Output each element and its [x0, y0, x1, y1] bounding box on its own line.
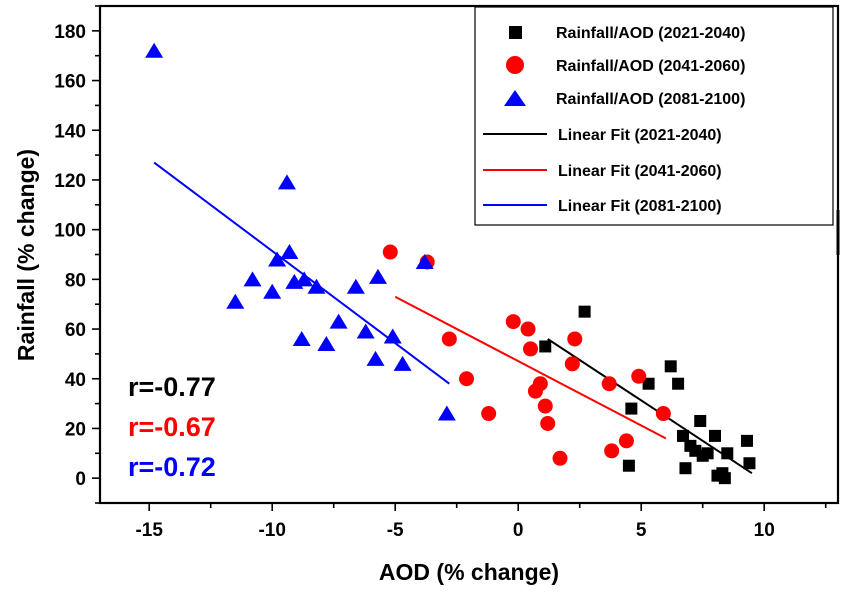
- r-label-2041-2060: r=-0.67: [128, 412, 216, 442]
- data-point-square: [718, 472, 731, 485]
- y-tick-label: 120: [54, 171, 86, 192]
- legend-box: [474, 6, 834, 226]
- data-point-square: [740, 434, 753, 447]
- data-point-circle: [540, 415, 556, 431]
- data-point-circle: [631, 368, 647, 384]
- x-axis-ticks: [148, 503, 827, 511]
- data-point-triangle: [356, 323, 375, 339]
- x-axis-tick-labels: -15 -10 -5 0 5 10: [135, 520, 774, 541]
- data-point-circle: [564, 356, 580, 372]
- data-point-circle: [532, 376, 548, 392]
- data-point-square: [694, 414, 707, 427]
- data-point-square: [539, 340, 552, 353]
- data-point-circle: [604, 443, 620, 459]
- data-point-triangle: [329, 313, 348, 329]
- data-point-circle: [505, 314, 521, 330]
- data-point-triangle: [268, 251, 287, 267]
- data-point-square: [578, 305, 591, 318]
- data-point-circle: [618, 433, 634, 449]
- data-point-circle: [481, 406, 497, 422]
- y-tick-label: 160: [54, 72, 86, 93]
- legend-label-2081-2100: Rainfall/AOD (2081-2100): [556, 91, 745, 108]
- data-point-circle: [441, 331, 457, 347]
- data-point-circle: [537, 398, 553, 414]
- legend-label-fit-2021-2040: Linear Fit (2021-2040): [558, 127, 722, 144]
- data-point-triangle: [307, 278, 326, 294]
- y-tick-label: 80: [65, 270, 86, 291]
- data-point-square: [721, 447, 734, 460]
- y-tick-label: 60: [65, 320, 86, 341]
- data-point-square: [743, 457, 756, 470]
- data-point-triangle: [145, 42, 164, 58]
- x-tick-label: 5: [636, 520, 647, 541]
- data-point-triangle: [226, 293, 245, 309]
- data-point-triangle: [295, 271, 314, 287]
- data-point-square: [664, 360, 677, 373]
- data-point-triangle: [243, 271, 262, 287]
- x-tick-label: 0: [513, 520, 524, 541]
- y-tick-label: 180: [54, 22, 86, 43]
- legend-label-2021-2040: Rainfall/AOD (2021-2040): [556, 25, 745, 42]
- legend-label-fit-2081-2100: Linear Fit (2081-2100): [558, 198, 722, 215]
- data-point-square: [679, 462, 692, 475]
- y-tick-label: 20: [65, 419, 86, 440]
- r-label-2081-2100: r=-0.72: [128, 452, 216, 482]
- y-axis-tick-labels: 0 20 40 60 80 100 120 140 160 180: [54, 22, 86, 490]
- data-point-circle: [459, 371, 475, 387]
- data-point-triangle: [383, 328, 402, 344]
- data-point-triangle: [317, 335, 336, 351]
- fit-lines: [153, 161, 753, 475]
- x-axis-title: AOD (% change): [379, 559, 559, 585]
- data-point-triangle: [368, 268, 387, 284]
- y-tick-label: 0: [75, 469, 86, 490]
- data-point-triangle: [415, 253, 434, 269]
- data-point-circle: [382, 244, 398, 260]
- data-point-triangle: [437, 405, 456, 421]
- legend-marker-2041-2060: [506, 56, 524, 74]
- data-point-square: [709, 429, 721, 442]
- data-point-triangle: [263, 283, 282, 299]
- legend: Rainfall/AOD (2021-2040) Rainfall/AOD (2…: [474, 6, 834, 226]
- data-point-square: [672, 377, 685, 390]
- data-point-square: [622, 459, 635, 472]
- x-tick-label: -10: [258, 520, 285, 541]
- fit-line-2: [153, 161, 450, 385]
- data-point-triangle: [277, 174, 296, 190]
- data-point-triangle: [366, 350, 385, 366]
- y-tick-label: 100: [54, 221, 86, 242]
- data-markers: [145, 42, 756, 485]
- x-tick-label: -15: [135, 520, 163, 541]
- legend-marker-2081-2100: [504, 90, 526, 106]
- data-point-square: [677, 429, 690, 442]
- x-tick-label: 10: [754, 520, 775, 541]
- data-point-square: [625, 402, 638, 415]
- y-axis-ticks: [92, 5, 100, 504]
- legend-label-2041-2060: Rainfall/AOD (2041-2060): [556, 58, 745, 75]
- x-tick-label: -5: [387, 520, 404, 541]
- data-point-circle: [601, 376, 617, 392]
- legend-marker-2021-2040: [509, 26, 522, 39]
- r-label-2021-2040: r=-0.77: [128, 372, 216, 402]
- data-point-triangle: [393, 355, 412, 371]
- data-point-circle: [567, 331, 583, 347]
- data-point-triangle: [280, 244, 299, 260]
- legend-label-fit-2041-2060: Linear Fit (2041-2060): [558, 163, 722, 180]
- data-point-square: [642, 377, 655, 390]
- data-point-triangle: [292, 330, 311, 346]
- data-point-circle: [655, 406, 671, 422]
- y-axis-title: Rainfall (% change): [13, 149, 39, 361]
- data-point-circle: [520, 321, 536, 337]
- fit-line-0: [547, 338, 753, 475]
- data-point-triangle: [346, 278, 365, 294]
- data-point-circle: [552, 450, 568, 466]
- y-tick-label: 40: [65, 370, 86, 391]
- data-point-circle: [523, 341, 538, 357]
- data-point-square: [701, 447, 714, 460]
- fit-line-1: [394, 295, 667, 440]
- y-tick-label: 140: [54, 121, 86, 142]
